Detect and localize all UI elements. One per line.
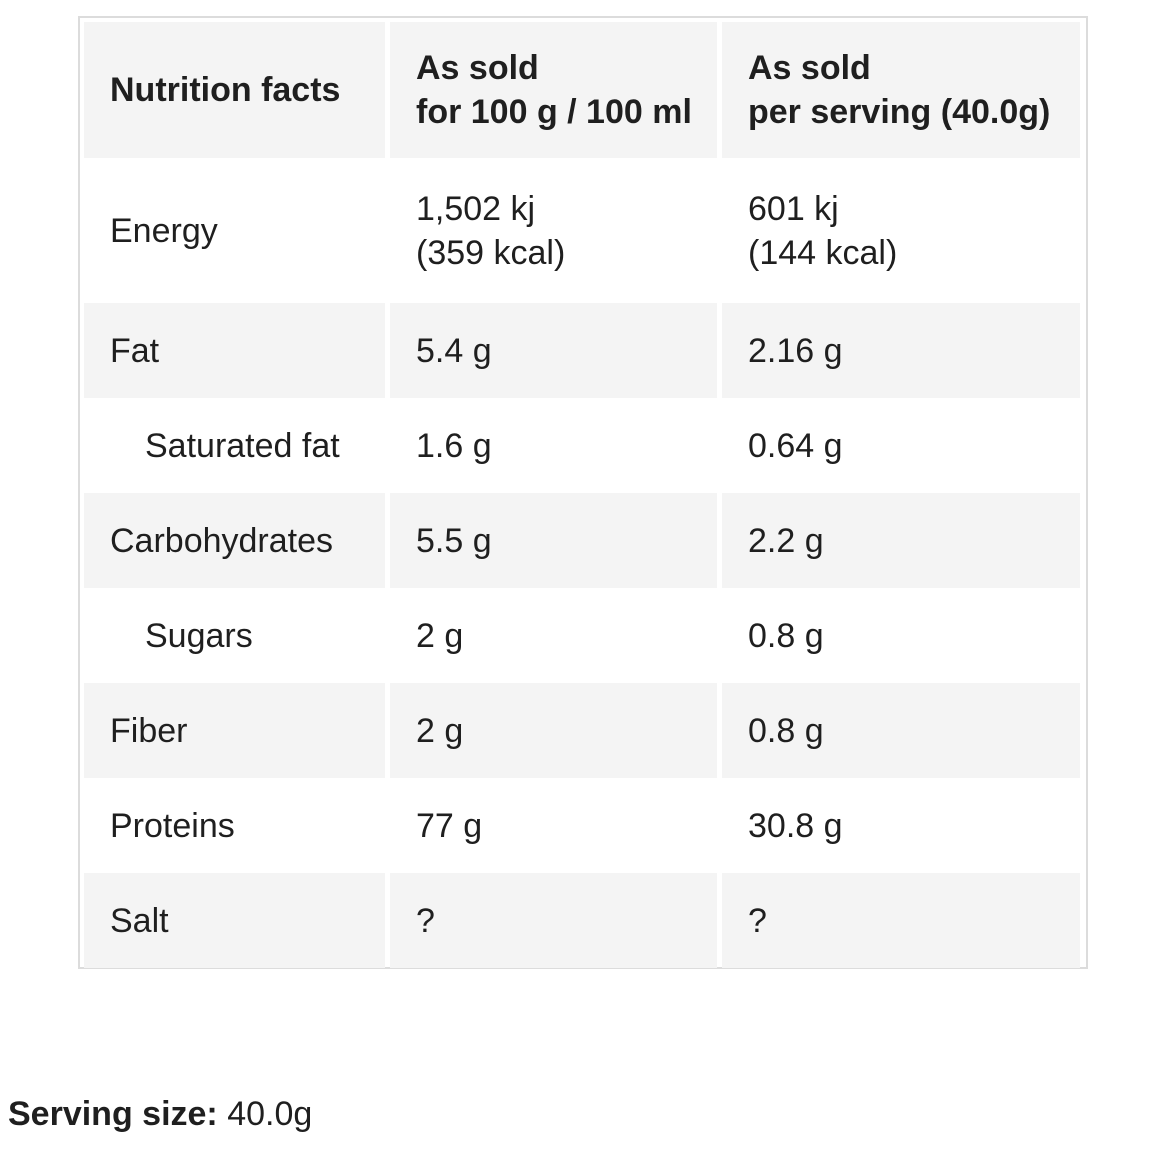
nutrient-name: Proteins <box>84 778 385 873</box>
value-per-100: 5.5 g <box>390 493 717 588</box>
table-row-sugars: Sugars 2 g 0.8 g <box>84 588 1080 683</box>
value-per-serving: 30.8 g <box>722 778 1080 873</box>
value-per-serving-kcal: (144 kcal) <box>748 233 898 272</box>
table-row-carbohydrates: Carbohydrates 5.5 g 2.2 g <box>84 493 1080 588</box>
value-per-100: 2 g <box>390 683 717 778</box>
table-header-row: Nutrition facts As sold for 100 g / 100 … <box>84 22 1080 158</box>
header-per-serving-line1: As sold <box>748 49 871 87</box>
table-row-saturated-fat: Saturated fat 1.6 g 0.64 g <box>84 398 1080 493</box>
value-per-100: ? <box>390 873 717 968</box>
value-per-100: 77 g <box>390 778 717 873</box>
serving-size-label: Serving size: <box>8 1095 218 1133</box>
serving-size: Serving size: 40.0g <box>8 1092 312 1136</box>
nutrient-name: Fat <box>84 303 385 398</box>
header-per-100-line2: for 100 g / 100 ml <box>416 93 692 131</box>
header-per-serving-line2: per serving (40.0g) <box>748 93 1051 131</box>
table-row-fiber: Fiber 2 g 0.8 g <box>84 683 1080 778</box>
header-per-100: As sold for 100 g / 100 ml <box>390 22 717 158</box>
value-per-serving: 601 kj (144 kcal) <box>722 158 1080 303</box>
nutrient-name: Carbohydrates <box>84 493 385 588</box>
nutrient-name: Salt <box>84 873 385 968</box>
table-row-proteins: Proteins 77 g 30.8 g <box>84 778 1080 873</box>
value-per-100: 1,502 kj (359 kcal) <box>390 158 717 303</box>
value-per-100-kj: 1,502 kj <box>416 189 536 228</box>
value-per-100-kcal: (359 kcal) <box>416 233 566 272</box>
table-row-fat: Fat 5.4 g 2.16 g <box>84 303 1080 398</box>
nutrient-name: Energy <box>84 158 385 303</box>
nutrient-name: Sugars <box>84 588 385 683</box>
table-row-salt: Salt ? ? <box>84 873 1080 968</box>
value-per-serving: 0.64 g <box>722 398 1080 493</box>
nutrition-table-frame: Nutrition facts As sold for 100 g / 100 … <box>78 16 1088 969</box>
value-per-serving: 0.8 g <box>722 588 1080 683</box>
value-per-100: 5.4 g <box>390 303 717 398</box>
value-per-serving-kj: 601 kj <box>748 189 839 228</box>
value-per-serving: 0.8 g <box>722 683 1080 778</box>
header-per-serving: As sold per serving (40.0g) <box>722 22 1080 158</box>
nutrient-name: Fiber <box>84 683 385 778</box>
value-per-100: 2 g <box>390 588 717 683</box>
value-per-100: 1.6 g <box>390 398 717 493</box>
nutrient-name: Saturated fat <box>84 398 385 493</box>
serving-size-value: 40.0g <box>227 1095 313 1133</box>
value-per-serving: ? <box>722 873 1080 968</box>
value-per-serving: 2.2 g <box>722 493 1080 588</box>
header-nutrition-facts: Nutrition facts <box>84 22 385 158</box>
value-per-serving: 2.16 g <box>722 303 1080 398</box>
nutrition-table: Nutrition facts As sold for 100 g / 100 … <box>79 22 1085 968</box>
table-row-energy: Energy 1,502 kj (359 kcal) 601 kj (144 k… <box>84 158 1080 303</box>
header-per-100-line1: As sold <box>416 49 539 87</box>
